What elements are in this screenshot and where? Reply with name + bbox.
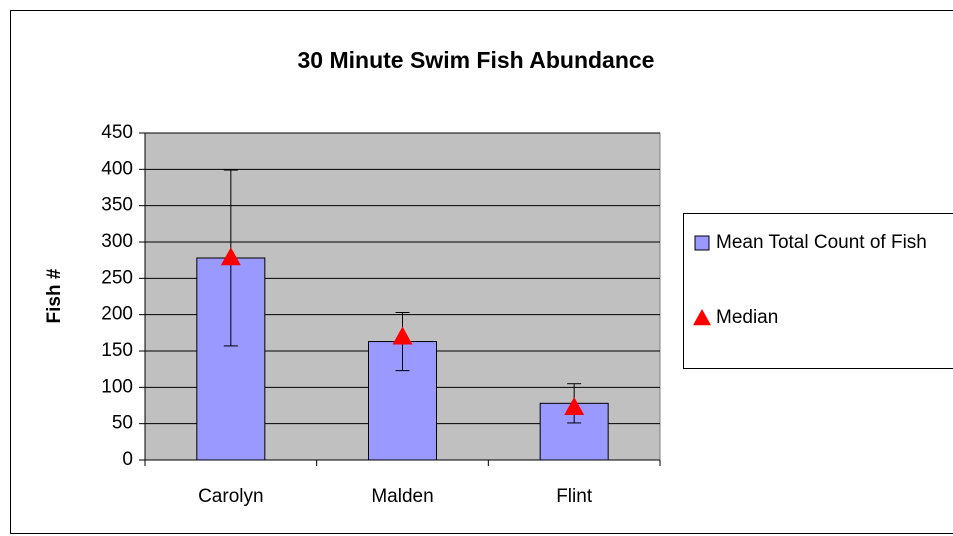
x-tick-label: Carolyn xyxy=(198,486,263,507)
y-tick-label: 400 xyxy=(101,158,133,179)
legend-swatch xyxy=(694,235,710,251)
legend xyxy=(683,213,953,369)
y-tick-label: 450 xyxy=(101,122,133,143)
y-tick-label: 100 xyxy=(101,376,133,397)
y-axis-label: Fish # xyxy=(44,268,65,323)
legend-label: Median xyxy=(716,307,779,328)
median-marker xyxy=(392,326,413,345)
legend-marker xyxy=(693,309,711,326)
y-tick-label: 250 xyxy=(101,267,133,288)
y-tick-label: 0 xyxy=(122,449,133,470)
x-tick-label: Flint xyxy=(556,486,593,507)
y-tick-label: 150 xyxy=(101,340,133,361)
chart-title: 30 Minute Swim Fish Abundance xyxy=(298,47,655,73)
y-tick-label: 350 xyxy=(101,195,133,216)
legend-label: Mean Total Count of Fish xyxy=(716,232,927,253)
y-tick-label: 200 xyxy=(101,304,133,325)
y-tick-label: 50 xyxy=(112,413,133,434)
y-tick-label: 300 xyxy=(101,231,133,252)
median-marker xyxy=(564,396,585,415)
x-tick-label: Malden xyxy=(371,486,433,507)
median-marker xyxy=(220,247,241,266)
